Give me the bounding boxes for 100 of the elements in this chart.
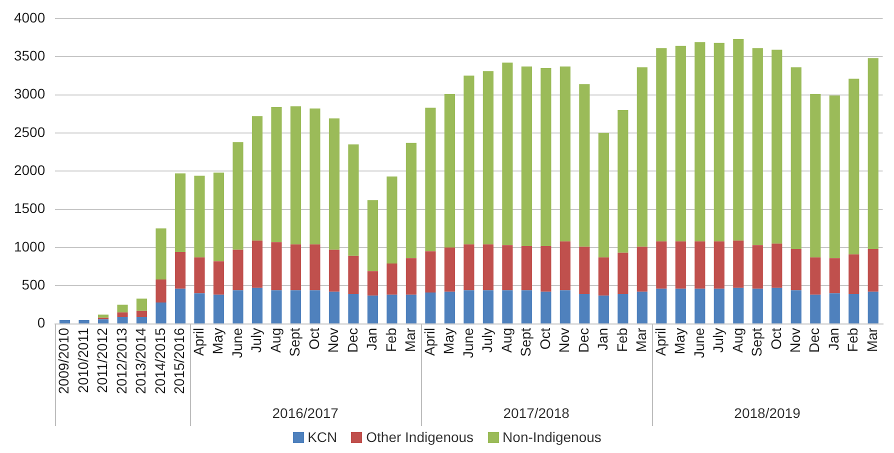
bar <box>502 290 513 324</box>
x-tick-label: Nov <box>787 328 804 353</box>
y-tick-label: 2500 <box>14 124 46 140</box>
bar <box>328 292 340 324</box>
x-tick-label: 2015/2016 <box>171 328 188 394</box>
bar <box>790 290 802 324</box>
bar <box>78 320 90 324</box>
bar <box>386 264 398 295</box>
bar <box>714 288 724 324</box>
bar <box>348 144 359 256</box>
bar <box>425 292 436 324</box>
bar <box>848 294 860 324</box>
bar <box>290 290 302 324</box>
bar <box>406 142 416 258</box>
bar <box>232 142 244 250</box>
bar <box>694 42 706 242</box>
x-tick-label: April <box>652 328 668 356</box>
y-tick-label: 4000 <box>14 9 46 26</box>
x-tick-label: Aug <box>267 328 284 353</box>
legend-label: Non-Indigenous <box>502 428 602 446</box>
bar <box>848 78 860 254</box>
bar <box>117 312 128 317</box>
bar <box>444 94 455 248</box>
legend-label: KCN <box>308 428 338 446</box>
bar <box>540 246 552 292</box>
bar <box>560 290 570 324</box>
bar <box>618 110 628 253</box>
bar <box>464 244 474 290</box>
bar <box>579 246 590 294</box>
bar <box>829 293 840 324</box>
legend-label: Other Indigenous <box>366 428 474 446</box>
bar <box>482 244 494 290</box>
x-tick-label: 2010/2011 <box>74 328 91 393</box>
bar <box>579 84 590 247</box>
bar <box>386 176 398 264</box>
bar <box>194 176 205 258</box>
x-tick-label: Dec <box>575 328 592 353</box>
bar <box>598 132 609 258</box>
bar <box>560 241 570 290</box>
x-tick-label: Sept <box>286 328 303 357</box>
bar <box>540 68 552 246</box>
bar <box>156 228 166 280</box>
bar <box>656 288 667 324</box>
bar <box>714 42 724 242</box>
x-tick-label: July <box>479 328 496 353</box>
x-tick-label: Aug <box>498 328 514 353</box>
text: 2018/2019 <box>734 404 801 421</box>
bar <box>444 292 455 324</box>
bar <box>675 241 686 289</box>
bar <box>98 314 109 318</box>
bar <box>868 292 878 324</box>
x-tick-label: Nov <box>325 328 342 353</box>
x-tick-label: Dec <box>806 328 822 353</box>
bar <box>636 67 648 247</box>
text: 2016/2017 <box>272 404 339 421</box>
bar <box>310 290 320 324</box>
bar <box>271 106 282 242</box>
bar <box>136 310 148 317</box>
bar <box>328 118 340 250</box>
x-tick-label: Jan <box>364 328 380 350</box>
x-tick-label: April <box>421 328 438 356</box>
bar <box>59 320 70 324</box>
bar <box>790 67 802 249</box>
bar <box>174 252 186 289</box>
bar <box>560 66 570 242</box>
bar <box>502 62 513 246</box>
bar <box>752 245 763 289</box>
x-tick-label: Feb <box>844 328 861 352</box>
bar <box>502 245 513 290</box>
bar <box>328 250 340 292</box>
bar <box>271 242 282 290</box>
bar <box>752 288 763 324</box>
bar <box>444 247 455 292</box>
x-tick-label: Dec <box>344 328 360 353</box>
bar <box>656 48 667 242</box>
x-tick-label: Oct <box>536 328 553 350</box>
bar <box>694 241 706 289</box>
bar <box>367 296 378 324</box>
bar <box>482 71 494 244</box>
bar <box>290 244 302 290</box>
bar <box>232 250 244 290</box>
y-tick-label: 3000 <box>14 86 46 102</box>
bar <box>733 240 744 288</box>
bar <box>772 288 782 324</box>
bar <box>425 108 436 252</box>
y-tick-label: 500 <box>22 276 46 293</box>
x-tick-label: Sept <box>518 328 534 357</box>
bar <box>136 298 148 311</box>
x-tick-label: Oct <box>306 328 322 350</box>
y-tick-label: 0 <box>37 314 46 331</box>
x-tick-label: Mar <box>633 328 650 352</box>
bar <box>136 316 148 324</box>
bar <box>252 288 263 324</box>
bar <box>98 319 109 324</box>
bar <box>213 172 224 262</box>
bar <box>675 46 686 242</box>
bar <box>367 200 378 272</box>
bar <box>271 290 282 324</box>
bar <box>156 302 166 324</box>
x-tick-label: Mar <box>864 328 880 352</box>
